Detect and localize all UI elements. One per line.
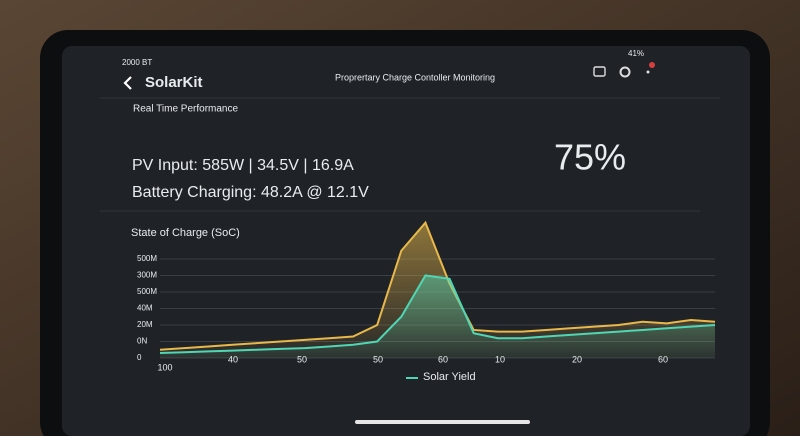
chart-title: State of Charge (SoC)	[131, 227, 240, 239]
app-title: SolarKit	[145, 74, 203, 91]
settings-icon[interactable]	[619, 66, 631, 78]
section-title: Real Time Performance	[133, 104, 238, 115]
y-tick-label: 40M	[137, 304, 153, 313]
legend-label: Solar Yield	[423, 371, 476, 383]
back-button[interactable]	[123, 76, 132, 90]
app-subtitle: Proprertary Charge Contoller Monitoring	[335, 72, 495, 82]
menu-icon[interactable]	[646, 70, 650, 74]
x-tick-label: 50	[373, 354, 383, 364]
series-area	[160, 275, 715, 358]
x-tick-label: 100	[157, 362, 172, 372]
y-tick-label: 300M	[137, 271, 157, 280]
status-time: 2000 BT	[122, 58, 152, 67]
notification-badge	[649, 62, 655, 68]
y-tick-label: 500M	[137, 287, 157, 296]
home-indicator	[355, 420, 530, 424]
x-tick-label: 60	[658, 354, 668, 364]
series-line	[159, 220, 716, 351]
x-tick-label: 20	[572, 354, 582, 364]
battery-charging: Battery Charging: 48.2A @ 12.1V	[132, 184, 369, 201]
x-tick-label: 40	[228, 354, 238, 364]
status-battery: 41%	[628, 49, 644, 58]
y-tick-label: 20M	[137, 320, 153, 329]
x-tick-label: 10	[495, 354, 505, 364]
soc-percent: 75%	[554, 137, 626, 178]
y-tick-label: 0	[137, 353, 142, 362]
series-line	[159, 274, 716, 355]
cast-icon[interactable]	[593, 66, 606, 77]
pv-input: PV Input: 585W | 34.5V | 16.9A	[132, 157, 354, 174]
x-tick-label: 60	[438, 354, 448, 364]
y-tick-label: 500M	[137, 254, 157, 263]
y-tick-label: 0N	[137, 337, 147, 346]
x-tick-label: 50	[297, 354, 307, 364]
